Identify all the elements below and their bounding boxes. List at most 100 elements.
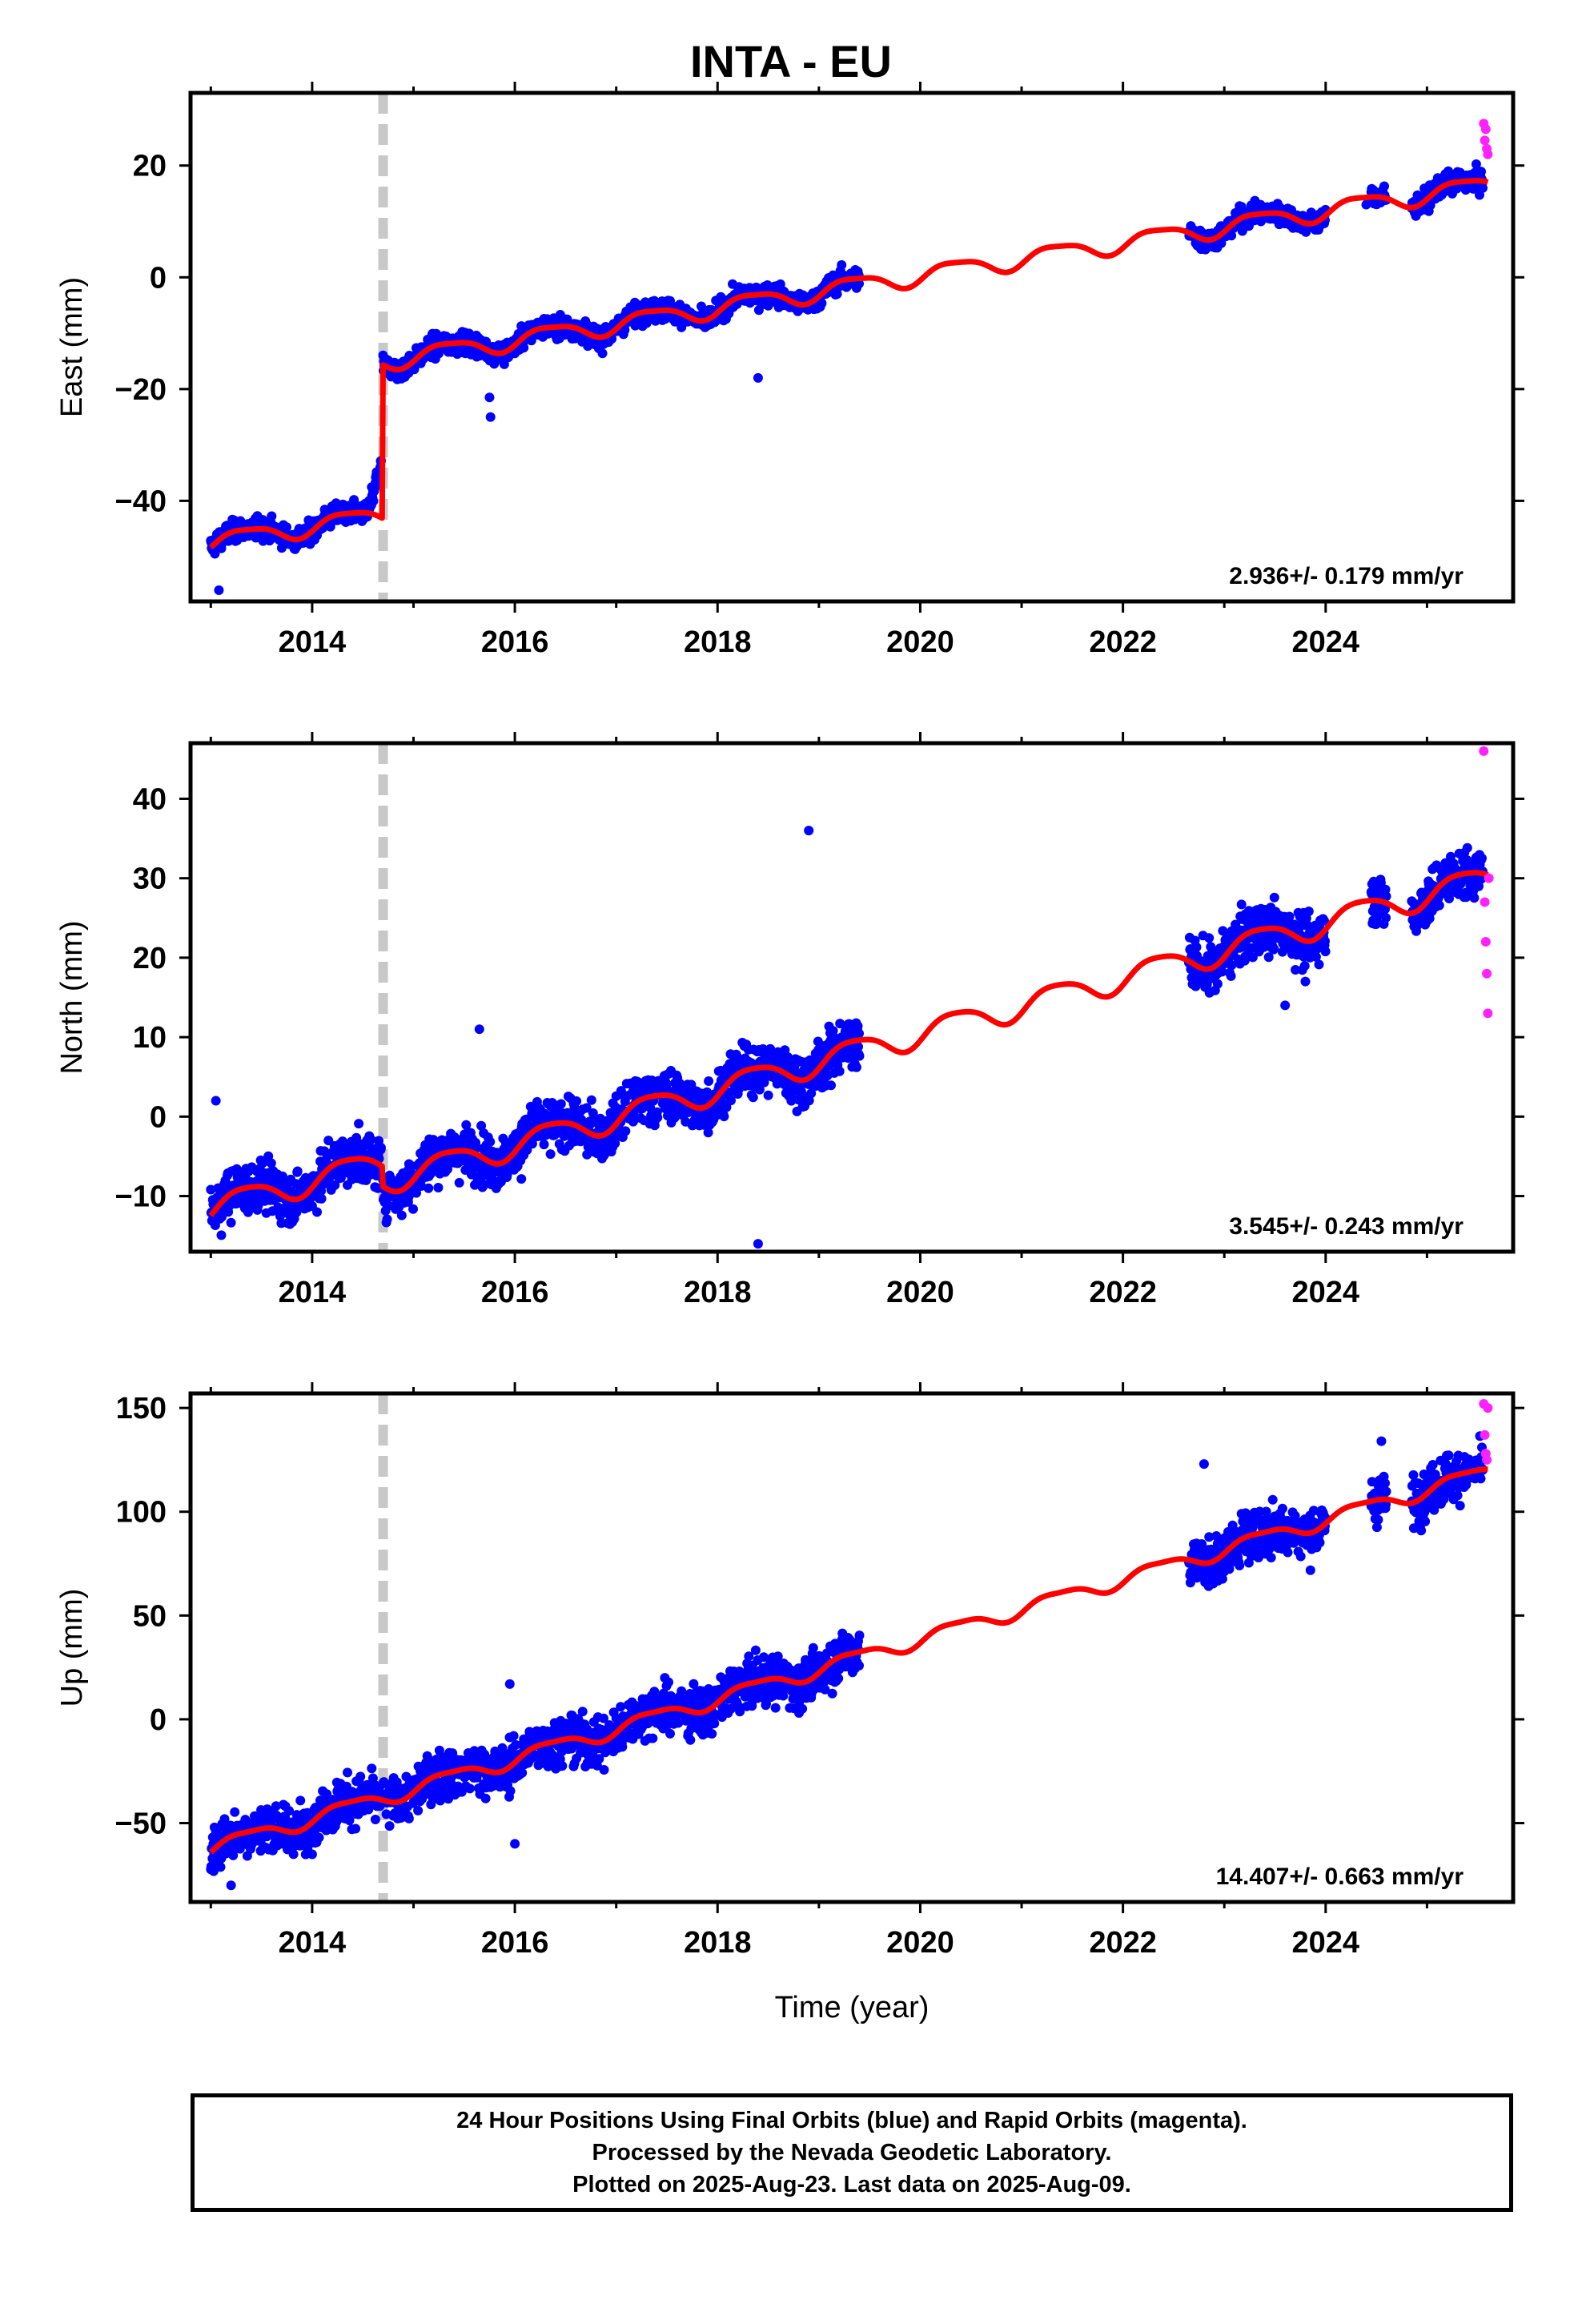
data-point: [754, 1084, 765, 1095]
data-point: [1269, 943, 1279, 954]
data-point: [344, 1815, 355, 1826]
x-tick-label: 2018: [684, 1276, 752, 1309]
y-tick-label: −40: [115, 485, 167, 518]
data-point: [588, 1108, 598, 1118]
data-point: [216, 1230, 227, 1240]
data-point: [817, 298, 827, 308]
outlier-point: [484, 392, 495, 403]
data-point: [454, 1177, 464, 1188]
outlier-point: [485, 412, 496, 422]
data-point: [355, 1771, 366, 1782]
data-point: [582, 1149, 592, 1160]
data-point: [412, 1188, 421, 1198]
x-tick-label: 2014: [279, 1276, 347, 1309]
data-point: [1444, 894, 1454, 903]
data-point: [545, 1149, 556, 1160]
data-point: [286, 1186, 296, 1196]
data-point: [433, 1183, 444, 1192]
data-point: [288, 1849, 299, 1860]
data-point: [1311, 951, 1321, 962]
outlier-point: [474, 1024, 484, 1035]
x-tick-label: 2016: [481, 1276, 549, 1309]
x-tick-label: 2022: [1089, 625, 1157, 659]
x-tick-label: 2020: [886, 1276, 954, 1309]
y-tick-label: −20: [115, 373, 167, 407]
data-point: [396, 1210, 407, 1220]
data-point: [581, 1103, 592, 1113]
y-tick-label: 0: [150, 261, 167, 295]
plot-area: [206, 1393, 1493, 1902]
data-point: [1291, 965, 1301, 975]
data-point: [368, 496, 379, 506]
velocity-rate-label: 2.936+/- 0.179 mm/yr: [1229, 563, 1464, 589]
data-point: [282, 522, 291, 533]
plot-area: [206, 743, 1494, 1252]
data-point: [210, 549, 220, 559]
y-axis-label: North (mm): [55, 920, 89, 1074]
plot-area: [206, 93, 1493, 601]
data-point: [853, 1042, 863, 1052]
data-point: [382, 1214, 392, 1224]
data-point: [476, 1120, 487, 1131]
outlier-point: [214, 585, 224, 596]
data-point: [295, 1795, 306, 1806]
data-point: [312, 1207, 322, 1217]
data-point: [726, 1096, 736, 1106]
data-point: [461, 1120, 472, 1130]
data-point: [479, 1180, 489, 1190]
data-point: [1191, 942, 1202, 952]
x-tick-label: 2014: [279, 625, 347, 659]
y-tick-label: 40: [133, 782, 167, 816]
data-point: [826, 1080, 836, 1091]
data-point: [1320, 947, 1331, 957]
data-point: [413, 1805, 424, 1815]
data-point: [586, 1095, 596, 1105]
outlier-point: [804, 826, 814, 836]
rapid-orbit-point: [1482, 968, 1492, 979]
rapid-orbit-point: [1484, 873, 1494, 883]
velocity-rate-label: 3.545+/- 0.243 mm/yr: [1229, 1213, 1464, 1240]
data-point: [208, 1866, 219, 1876]
data-point: [267, 511, 277, 521]
data-point: [335, 1172, 346, 1183]
data-point: [240, 1815, 251, 1825]
x-tick-label: 2024: [1292, 625, 1360, 659]
data-point: [519, 343, 529, 353]
y-tick-label: −10: [115, 1180, 167, 1214]
y-tick-label: 20: [133, 942, 167, 975]
outlier-point: [753, 1239, 763, 1249]
data-point: [652, 1112, 663, 1123]
data-point: [854, 1051, 865, 1061]
data-point: [367, 1763, 377, 1774]
model-fit-line: [208, 870, 1490, 1218]
data-point: [620, 325, 630, 336]
data-point: [1381, 891, 1391, 902]
data-point: [719, 1112, 729, 1122]
data-point: [1434, 900, 1444, 911]
data-point: [806, 1088, 817, 1099]
data-point: [215, 1862, 226, 1872]
data-point: [721, 1102, 732, 1112]
data-point: [499, 359, 509, 369]
x-tick-label: 2022: [1089, 1276, 1157, 1309]
chart-title: INTA - EU: [690, 36, 892, 86]
data-point: [424, 1183, 434, 1193]
plot-frame: [188, 90, 1516, 604]
data-point: [1217, 967, 1227, 977]
data-point: [351, 1823, 361, 1834]
data-point: [1299, 961, 1310, 971]
data-point: [1379, 181, 1389, 191]
data-point: [366, 1134, 376, 1144]
x-tick-label: 2024: [1292, 1276, 1360, 1309]
y-tick-label: 0: [150, 1100, 167, 1134]
data-point: [206, 1184, 216, 1195]
data-point: [704, 1076, 714, 1086]
data-point: [516, 1174, 527, 1184]
x-tick-label: 2016: [481, 625, 549, 659]
data-point: [1247, 952, 1258, 963]
data-point: [572, 1096, 582, 1106]
data-point: [384, 1821, 395, 1831]
data-point: [228, 1850, 239, 1860]
data-point: [354, 1119, 364, 1129]
